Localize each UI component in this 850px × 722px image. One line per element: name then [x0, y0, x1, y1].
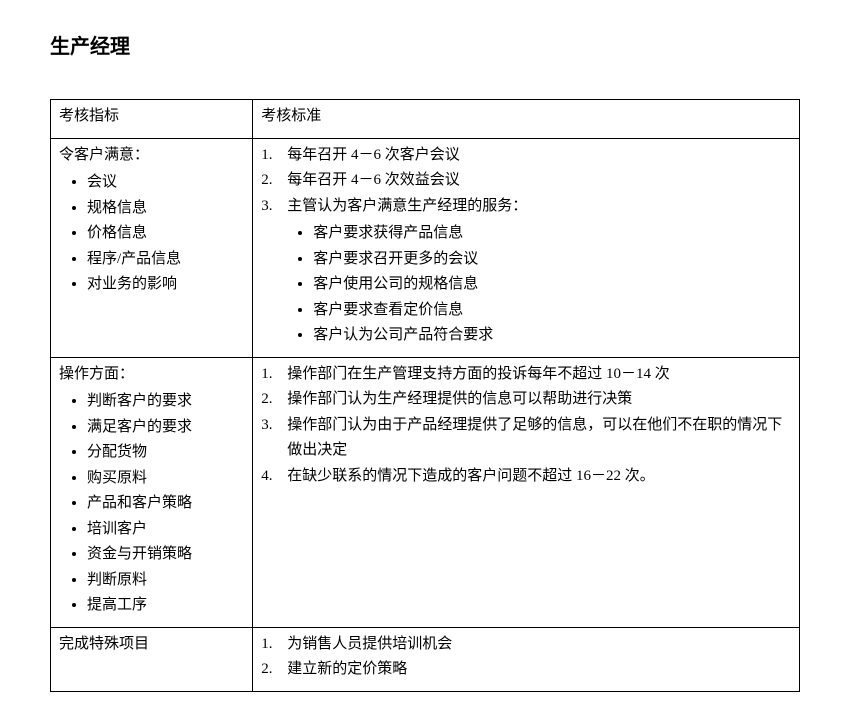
ol-text: 建立新的定价策略 — [287, 657, 791, 683]
list-item: 2.每年召开 4－6 次效益会议 — [261, 168, 791, 194]
list-item: 提高工序 — [87, 593, 244, 619]
ol-num: 3. — [261, 413, 287, 439]
header-left: 考核指标 — [51, 100, 253, 139]
ol-text: 主管认为客户满意生产经理的服务： — [287, 194, 791, 220]
ol-text: 每年召开 4－6 次客户会议 — [287, 143, 791, 169]
list-item: 客户要求召开更多的会议 — [313, 247, 791, 273]
left-bullets: 判断客户的要求 满足客户的要求 分配货物 购买原料 产品和客户策略 培训客户 资… — [59, 389, 244, 619]
list-item: 1.操作部门在生产管理支持方面的投诉每年不超过 10－14 次 — [261, 362, 791, 388]
list-item: 客户使用公司的规格信息 — [313, 272, 791, 298]
cell-left: 令客户满意： 会议 规格信息 价格信息 程序/产品信息 对业务的影响 — [51, 138, 253, 357]
header-right: 考核标准 — [253, 100, 800, 139]
ol-num: 2. — [261, 657, 287, 683]
left-label: 操作方面： — [59, 362, 244, 388]
cell-left: 完成特殊项目 — [51, 627, 253, 691]
ol-num: 2. — [261, 387, 287, 413]
ol-num: 2. — [261, 168, 287, 194]
list-item: 培训客户 — [87, 517, 244, 543]
list-item: 对业务的影响 — [87, 272, 244, 298]
list-item: 判断客户的要求 — [87, 389, 244, 415]
list-item: 客户认为公司产品符合要求 — [313, 323, 791, 349]
list-item: 满足客户的要求 — [87, 415, 244, 441]
list-item: 客户要求获得产品信息 — [313, 221, 791, 247]
list-item: 3.操作部门认为由于产品经理提供了足够的信息，可以在他们不在职的情况下做出决定 — [261, 413, 791, 464]
table-row: 令客户满意： 会议 规格信息 价格信息 程序/产品信息 对业务的影响 1.每年召… — [51, 138, 800, 357]
list-item: 产品和客户策略 — [87, 491, 244, 517]
list-item: 价格信息 — [87, 221, 244, 247]
list-item: 客户要求查看定价信息 — [313, 298, 791, 324]
ol-text: 为销售人员提供培训机会 — [287, 632, 791, 658]
cell-right: 1.为销售人员提供培训机会 2.建立新的定价策略 — [253, 627, 800, 691]
left-label: 令客户满意： — [59, 143, 244, 169]
ol-num: 4. — [261, 464, 287, 490]
cell-left: 操作方面： 判断客户的要求 满足客户的要求 分配货物 购买原料 产品和客户策略 … — [51, 357, 253, 627]
cell-right: 1.操作部门在生产管理支持方面的投诉每年不超过 10－14 次 2.操作部门认为… — [253, 357, 800, 627]
ol-num: 3. — [261, 194, 287, 220]
right-sub-bullets: 客户要求获得产品信息 客户要求召开更多的会议 客户使用公司的规格信息 客户要求查… — [261, 221, 791, 349]
list-item: 1.为销售人员提供培训机会 — [261, 632, 791, 658]
list-item: 4.在缺少联系的情况下造成的客户问题不超过 16－22 次。 — [261, 464, 791, 490]
list-item: 程序/产品信息 — [87, 247, 244, 273]
ol-num: 1. — [261, 362, 287, 388]
list-item: 资金与开销策略 — [87, 542, 244, 568]
ol-text: 操作部门认为由于产品经理提供了足够的信息，可以在他们不在职的情况下做出决定 — [287, 413, 791, 464]
assessment-table: 考核指标 考核标准 令客户满意： 会议 规格信息 价格信息 程序/产品信息 对业… — [50, 99, 800, 692]
table-header-row: 考核指标 考核标准 — [51, 100, 800, 139]
right-ol: 1.为销售人员提供培训机会 2.建立新的定价策略 — [261, 632, 791, 683]
left-label: 完成特殊项目 — [59, 632, 244, 658]
table-row: 完成特殊项目 1.为销售人员提供培训机会 2.建立新的定价策略 — [51, 627, 800, 691]
list-item: 2.操作部门认为生产经理提供的信息可以帮助进行决策 — [261, 387, 791, 413]
list-item: 2.建立新的定价策略 — [261, 657, 791, 683]
list-item: 3.主管认为客户满意生产经理的服务： — [261, 194, 791, 220]
ol-text: 操作部门在生产管理支持方面的投诉每年不超过 10－14 次 — [287, 362, 791, 388]
list-item: 规格信息 — [87, 196, 244, 222]
right-ol: 1.每年召开 4－6 次客户会议 2.每年召开 4－6 次效益会议 3.主管认为… — [261, 143, 791, 220]
ol-text: 每年召开 4－6 次效益会议 — [287, 168, 791, 194]
list-item: 会议 — [87, 170, 244, 196]
list-item: 购买原料 — [87, 466, 244, 492]
right-ol: 1.操作部门在生产管理支持方面的投诉每年不超过 10－14 次 2.操作部门认为… — [261, 362, 791, 490]
list-item: 分配货物 — [87, 440, 244, 466]
table-row: 操作方面： 判断客户的要求 满足客户的要求 分配货物 购买原料 产品和客户策略 … — [51, 357, 800, 627]
ol-num: 1. — [261, 143, 287, 169]
left-bullets: 会议 规格信息 价格信息 程序/产品信息 对业务的影响 — [59, 170, 244, 298]
list-item: 判断原料 — [87, 568, 244, 594]
list-item: 1.每年召开 4－6 次客户会议 — [261, 143, 791, 169]
ol-text: 在缺少联系的情况下造成的客户问题不超过 16－22 次。 — [287, 464, 791, 490]
ol-text: 操作部门认为生产经理提供的信息可以帮助进行决策 — [287, 387, 791, 413]
ol-num: 1. — [261, 632, 287, 658]
cell-right: 1.每年召开 4－6 次客户会议 2.每年召开 4－6 次效益会议 3.主管认为… — [253, 138, 800, 357]
page-title: 生产经理 — [50, 30, 800, 59]
